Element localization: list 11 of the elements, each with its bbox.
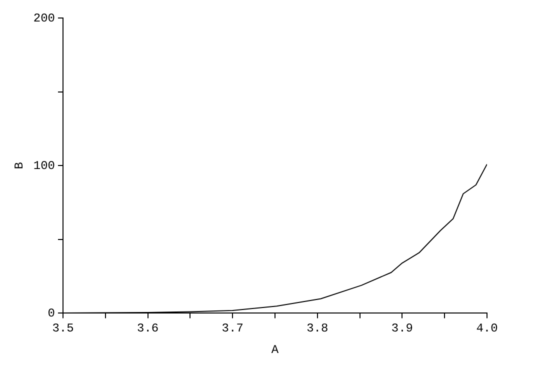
y-tick-label: 100: [33, 158, 56, 173]
x-tick-label: 3.9: [391, 322, 414, 336]
y-tick-label: 200: [33, 11, 56, 26]
x-tick-label: 4.0: [476, 322, 498, 336]
y-tick-label: 0: [48, 306, 56, 320]
x-tick-label: 3.8: [306, 322, 328, 336]
y-axis-title: B: [12, 162, 26, 170]
x-tick-label: 3.6: [137, 322, 159, 336]
x-tick-label: 3.7: [222, 322, 244, 336]
x-axis-title: A: [271, 342, 280, 357]
x-tick-label: 3.5: [52, 322, 74, 336]
